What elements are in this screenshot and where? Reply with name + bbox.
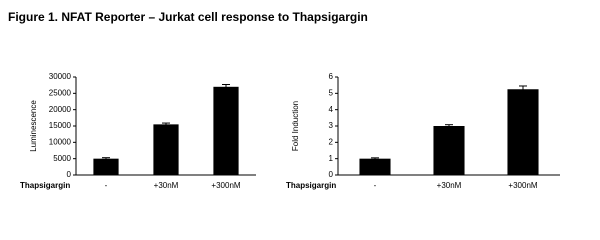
y-tick-label: 15000 [49,121,72,130]
x-tick-label: +30nM [437,181,462,190]
y-tick-label: 20000 [49,105,72,114]
x-tick-label: - [374,181,377,190]
y-tick-label: 1 [329,154,334,163]
bar [93,158,119,175]
x-tick-label: - [105,181,108,190]
y-tick-label: 2 [329,137,334,146]
x-tick-label: +300nM [508,181,537,190]
y-tick-label: 30000 [49,72,72,81]
x-axis-label: Thapsigargin [20,181,70,190]
y-tick-label: 3 [329,121,334,130]
bar [433,126,465,175]
y-tick-label: 4 [329,105,334,114]
x-tick-label: +300nM [211,181,240,190]
y-tick-label: 0 [67,170,72,179]
bar [359,158,391,175]
figure: Figure 1. NFAT Reporter – Jurkat cell re… [8,10,560,191]
y-axis-label: Luminescence [29,100,38,152]
y-tick-label: 25000 [49,88,72,97]
figure-title: Figure 1. NFAT Reporter – Jurkat cell re… [8,10,368,24]
y-tick-label: 5 [329,88,334,97]
y-axis-label: Fold Induction [291,101,300,151]
bar [153,124,179,175]
page: Figure 1. NFAT Reporter – Jurkat cell re… [8,10,560,191]
y-tick-label: 0 [329,170,334,179]
x-tick-label: +30nM [154,181,179,190]
y-tick-label: 10000 [49,137,72,146]
bar [213,86,239,175]
y-tick-label: 5000 [53,154,71,163]
bar [507,89,539,175]
x-axis-label: Thapsigargin [286,181,336,190]
y-tick-label: 6 [329,72,334,81]
